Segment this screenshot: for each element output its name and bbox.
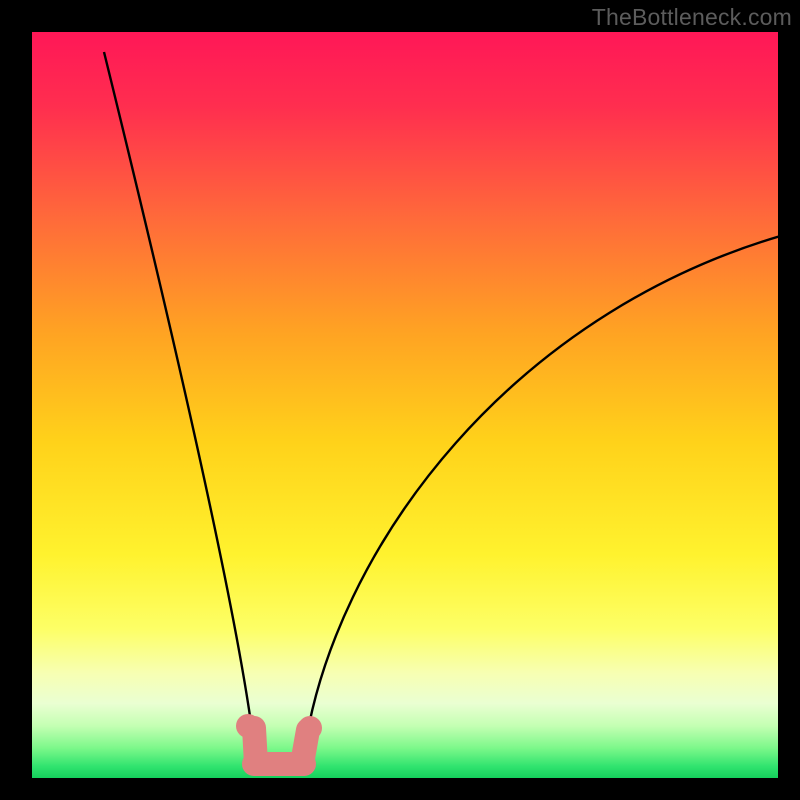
marker-dot-2 [292, 752, 316, 776]
marker-dot-0 [236, 714, 260, 738]
curve-right [304, 228, 778, 754]
plot-area [32, 32, 778, 778]
watermark: TheBottleneck.com [592, 4, 792, 31]
curve-left [104, 52, 255, 754]
marker-dot-3 [298, 716, 322, 740]
chart-svg [32, 32, 778, 778]
canvas: TheBottleneck.com [0, 0, 800, 800]
marker-dot-1 [242, 752, 266, 776]
